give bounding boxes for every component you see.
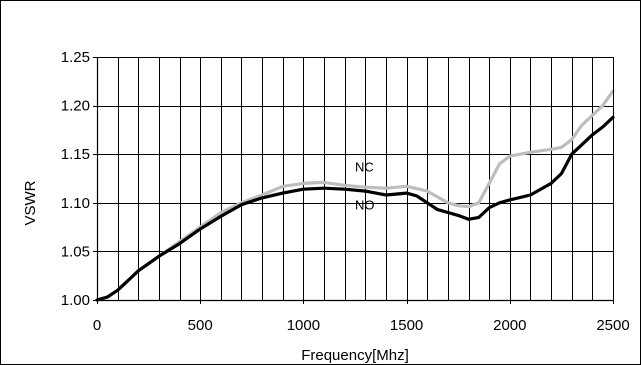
series-line-no <box>95 115 615 302</box>
y-tick-label: 1.15 <box>61 146 90 163</box>
y-axis-title: VSWR <box>22 180 39 225</box>
x-tick-label: 2000 <box>493 317 526 334</box>
series-layer <box>95 89 615 302</box>
x-tick-label: 1000 <box>287 317 320 334</box>
y-tick-label: 1.05 <box>61 243 90 260</box>
y-tick-label: 1.20 <box>61 98 90 115</box>
x-tick-label: 500 <box>188 317 213 334</box>
y-tick-label: 1.25 <box>61 49 90 66</box>
grid <box>97 57 613 300</box>
x-tick-label: 0 <box>93 317 101 334</box>
y-tick-label: 1.00 <box>61 292 90 309</box>
series-label-nc: NC <box>355 160 374 175</box>
plot-area <box>97 57 613 300</box>
x-tick-label: 2500 <box>596 317 629 334</box>
series-labels: NC NO <box>355 160 375 213</box>
y-tick-label: 1.10 <box>61 195 90 212</box>
x-axis-title: Frequency[Mhz] <box>301 347 409 364</box>
x-tick-label: 1500 <box>390 317 423 334</box>
tick-labels: 1.00 1.05 1.10 1.15 1.20 1.25 0 500 1000 1500 2000… <box>61 49 630 334</box>
axes <box>93 57 614 304</box>
series-label-no: NO <box>355 198 375 213</box>
